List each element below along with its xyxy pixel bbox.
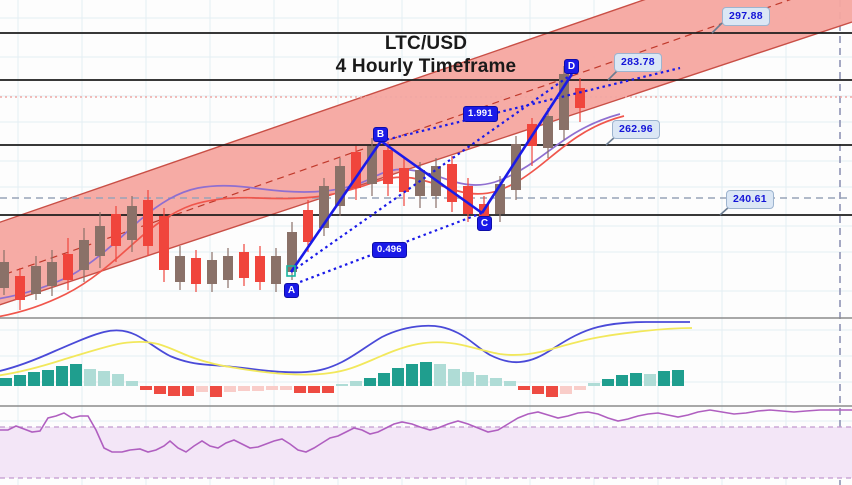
candle (175, 246, 185, 290)
ma-purple-line (0, 113, 621, 300)
candle (31, 256, 41, 300)
candle (223, 248, 233, 288)
candle (63, 238, 73, 290)
price-label-262-96[interactable]: 262.96 (612, 120, 660, 139)
candle (351, 146, 361, 200)
candle (271, 248, 281, 292)
fib-label-0-496[interactable]: 0.496 (372, 242, 407, 258)
candle (111, 206, 121, 262)
swing-point-a[interactable]: A (284, 283, 299, 298)
abcd-leg-ab (289, 140, 383, 273)
price-label-297-88[interactable]: 297.88 (722, 7, 770, 26)
candle (559, 66, 569, 140)
ma-red-line (0, 115, 625, 318)
channel-upper-bound (0, 0, 646, 223)
candle (575, 78, 585, 122)
swing-point-d[interactable]: D (564, 59, 579, 74)
candle (319, 178, 329, 236)
ascending-channel (0, 0, 852, 305)
candle (143, 190, 153, 256)
oscillator-line (0, 409, 852, 453)
macd-signal-line (0, 327, 693, 377)
candle (255, 246, 265, 290)
oscillator-band (0, 427, 852, 478)
candle (463, 178, 473, 222)
candle (367, 138, 377, 196)
candle (127, 196, 137, 252)
candle (447, 156, 457, 212)
macd-histogram (0, 362, 684, 397)
macd-indicator-pane (0, 321, 693, 397)
candle (383, 142, 393, 196)
candle (159, 208, 169, 282)
candle (399, 158, 409, 206)
candle (511, 136, 521, 200)
oscillator-pane (0, 409, 852, 479)
swing-point-b[interactable]: B (373, 127, 388, 142)
candle (0, 250, 9, 295)
candle (239, 244, 249, 286)
candle (191, 250, 201, 292)
candle (335, 158, 345, 216)
price-label-283-78[interactable]: 283.78 (614, 53, 662, 72)
candle (15, 268, 25, 310)
pivot-marker-a (286, 265, 296, 277)
candle (303, 200, 313, 252)
fib-label-1-991[interactable]: 1.991 (463, 106, 498, 122)
candle (543, 108, 553, 158)
candle (207, 252, 217, 292)
macd-line (0, 321, 690, 374)
candle (79, 228, 89, 282)
candle (95, 212, 105, 268)
candle (47, 250, 57, 296)
price-label-240-61[interactable]: 240.61 (726, 190, 774, 209)
swing-point-c[interactable]: C (477, 216, 492, 231)
abcd-leg-bc (380, 139, 483, 215)
